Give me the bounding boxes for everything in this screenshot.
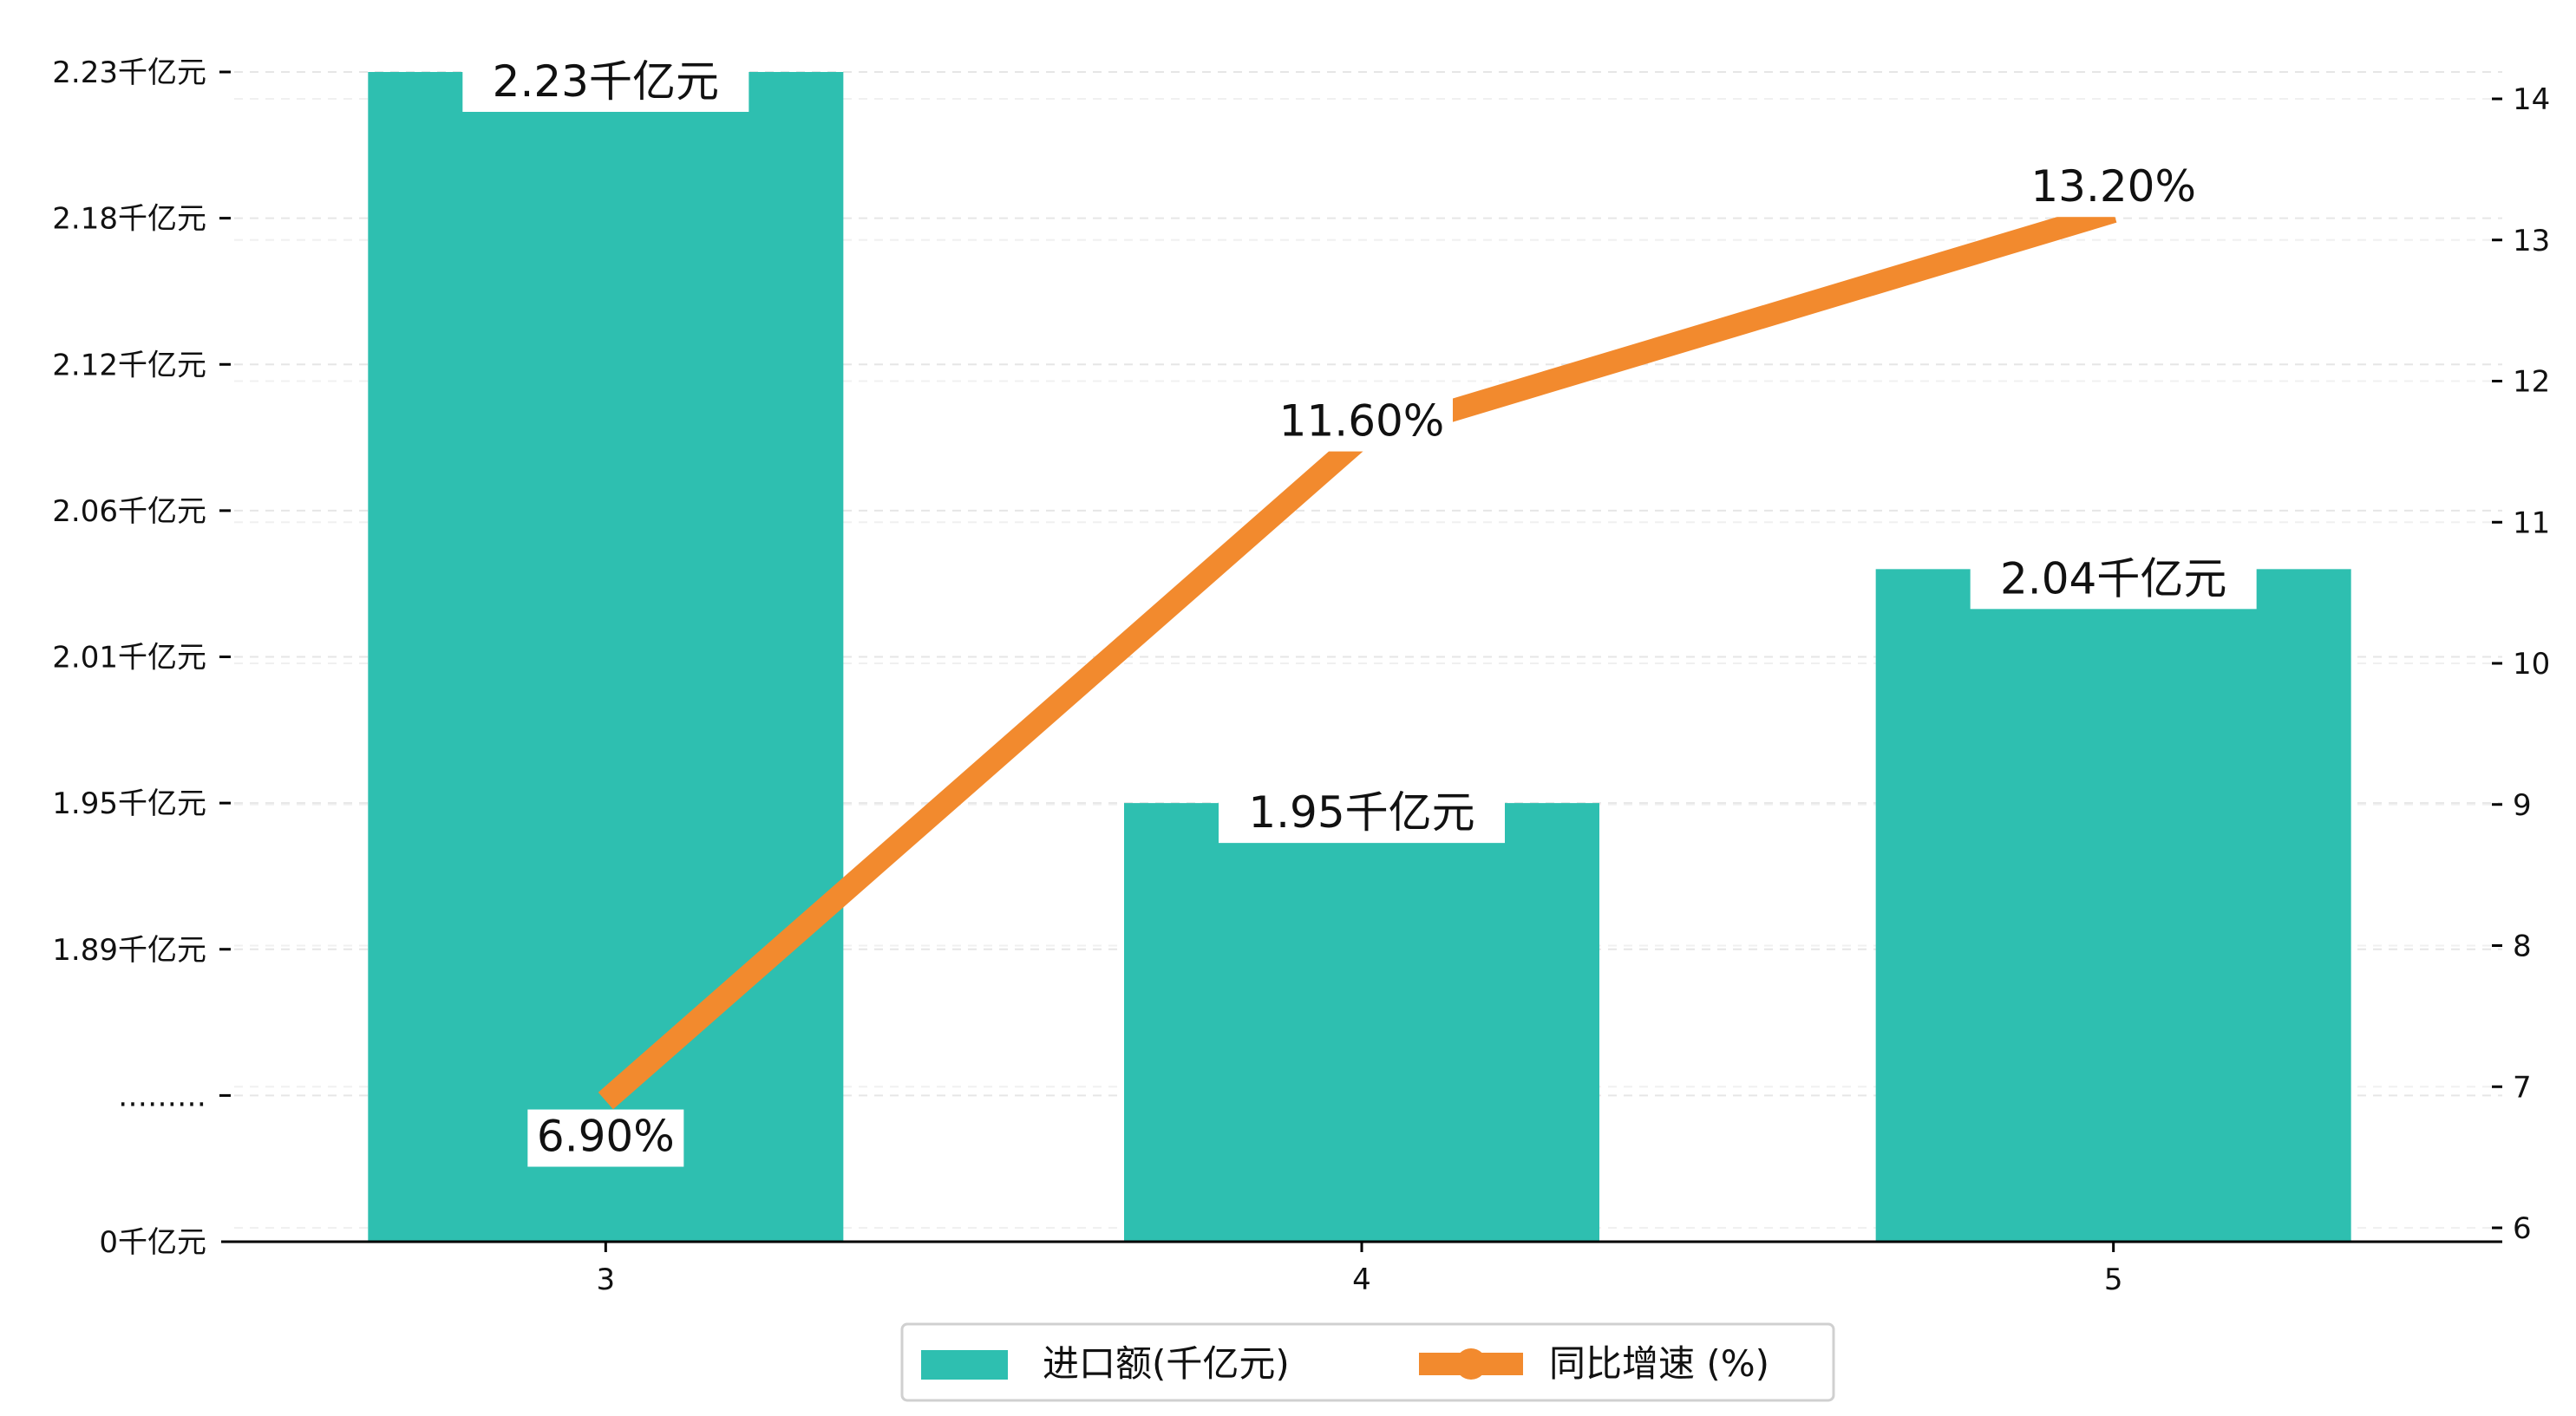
svg-text:13.20%: 13.20%	[2030, 161, 2196, 212]
y-right-tick-label: 14	[2513, 82, 2550, 117]
bar-series	[368, 72, 2351, 1242]
y-right-tick-label: 7	[2513, 1070, 2532, 1105]
y-right-tick-label: 10	[2513, 647, 2550, 682]
data-labels: 2.23千亿元 1.95千亿元 2.04千亿元 6.90% 11.60% 13.20%	[462, 55, 2257, 1167]
legend-frame	[900, 1322, 1835, 1402]
y-left-tick-label: 1.89千亿元	[52, 933, 206, 968]
y-left-tick-label: 2.01千亿元	[52, 641, 206, 675]
y-left-tick-label: ………	[118, 1079, 206, 1113]
y-right-tick-label: 9	[2513, 788, 2532, 823]
bar-5	[1875, 569, 2351, 1242]
x-tick-label: 3	[597, 1263, 616, 1297]
x-tick-label: 5	[2104, 1263, 2123, 1297]
legend-swatch-bar	[921, 1350, 1008, 1380]
bar-value-label: 1.95千亿元	[1219, 786, 1505, 844]
svg-text:11.60%: 11.60%	[1279, 396, 1445, 447]
y-right-tick-label: 13	[2513, 224, 2550, 258]
legend-label-bar: 进口额(千亿元)	[1043, 1342, 1290, 1385]
svg-text:2.04千亿元: 2.04千亿元	[2000, 553, 2226, 604]
y-right-tick-label: 11	[2513, 506, 2550, 540]
svg-text:1.95千亿元: 1.95千亿元	[1248, 787, 1474, 838]
y-right-tick-label: 12	[2513, 365, 2550, 400]
x-tick-label: 4	[1352, 1263, 1371, 1297]
bar-4	[1124, 803, 1599, 1242]
legend: 进口额(千亿元) 同比增速 (%)	[900, 1322, 1835, 1402]
line-value-label: 11.60%	[1271, 394, 1453, 452]
line-value-label: 6.90%	[527, 1109, 684, 1167]
svg-text:2.23千亿元: 2.23千亿元	[493, 56, 719, 107]
y-left-tick-label: 2.23千亿元	[52, 55, 206, 90]
y-left-tick-label: 2.06千亿元	[52, 494, 206, 529]
y-left-tick-label: 0千亿元	[99, 1225, 206, 1260]
y-left-tick-label: 1.95千亿元	[52, 786, 206, 821]
line-value-label: 13.20%	[2022, 160, 2205, 218]
y-right-tick-label: 6	[2513, 1211, 2532, 1246]
y-left-tick-label: 2.18千亿元	[52, 202, 206, 237]
bar-value-label: 2.23千亿元	[462, 55, 749, 112]
y-right-tick-label: 8	[2513, 930, 2532, 964]
bar-value-label: 2.04千亿元	[1970, 551, 2257, 610]
axes: 0千亿元 ……… 1.89千亿元 1.95千亿元 2.01千亿元 2.06千亿元 2.12千…	[52, 55, 2550, 1297]
legend-label-line: 同比增速 (%)	[1549, 1342, 1769, 1385]
bar-3	[368, 72, 844, 1242]
svg-text:6.90%: 6.90%	[537, 1112, 675, 1162]
legend-marker-line	[1455, 1348, 1487, 1380]
y-left-tick-label: 2.12千亿元	[52, 348, 206, 382]
